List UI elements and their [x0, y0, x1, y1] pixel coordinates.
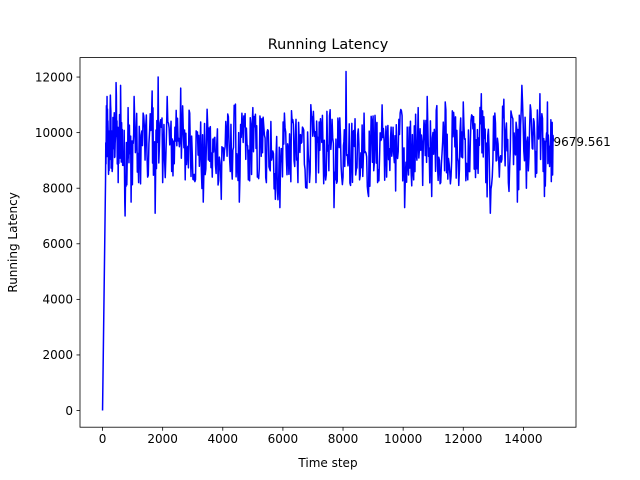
y-tick-label: 8000	[42, 182, 73, 196]
y-tick-label: 6000	[42, 237, 73, 251]
x-tick-label: 0	[99, 432, 107, 446]
y-axis-label: Running Latency	[6, 192, 20, 292]
x-tick-label: 14000	[504, 432, 542, 446]
x-tick-label: 4000	[208, 432, 239, 446]
y-tick-label: 12000	[35, 70, 73, 84]
plot-frame	[79, 57, 577, 428]
y-tick-label: 10000	[35, 126, 73, 140]
y-tick-label: 4000	[42, 293, 73, 307]
y-tick-label: 2000	[42, 348, 73, 362]
x-tick-label: 8000	[328, 432, 359, 446]
series-line	[101, 70, 555, 411]
last-value-annotation: 9679.561	[553, 135, 610, 149]
x-tick-label: 10000	[384, 432, 422, 446]
x-axis-ticks: 0 2000 4000 6000 8000 10000 12000 14000	[99, 427, 542, 446]
x-tick-label: 12000	[444, 432, 482, 446]
annotation-layer: 9679.561	[553, 135, 610, 149]
y-tick-label: 0	[65, 404, 73, 418]
x-tick-label: 6000	[268, 432, 299, 446]
x-tick-label: 2000	[147, 432, 178, 446]
chart-title: Running Latency	[268, 37, 389, 53]
x-axis-label: Time step	[297, 456, 357, 470]
series-layer	[101, 70, 555, 411]
y-axis-ticks: 0 2000 4000 6000 8000 10000 12000	[35, 70, 80, 418]
